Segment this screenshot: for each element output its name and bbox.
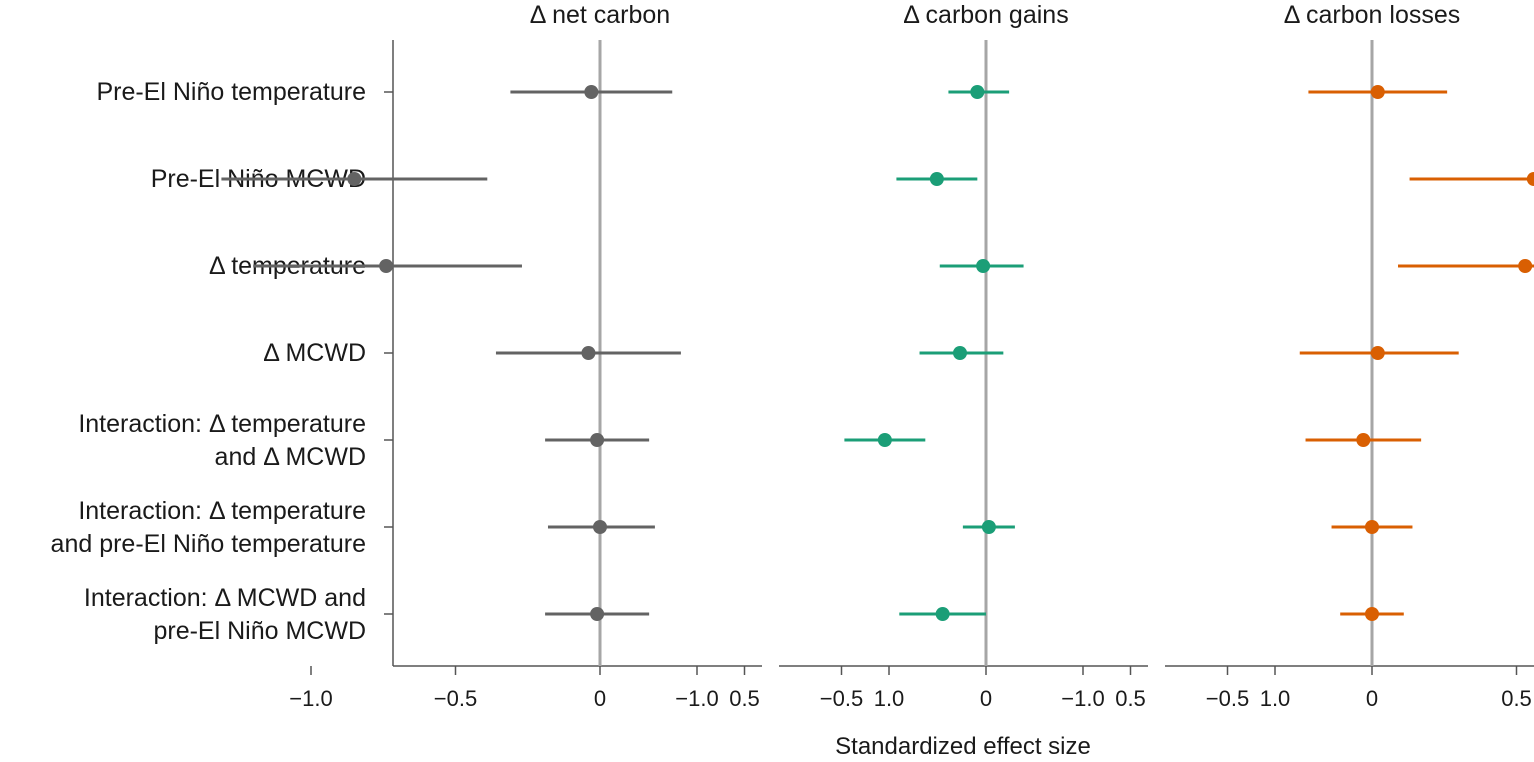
x-tick-label-panel-2-2: 0 — [1366, 686, 1378, 711]
row-label-interaction-temp-mcwd-line1: Interaction: Δ temperature — [78, 410, 366, 438]
panel-title-1: Δ carbon gains — [903, 1, 1068, 29]
panel-title-0: Δ net carbon — [530, 1, 670, 29]
x-axis-label: Standardized effect size — [835, 733, 1091, 760]
x-tick-label-panel-1-0: −1.0 — [675, 686, 718, 711]
estimate-point-panel-0-pre-el-nino-mcwd — [347, 172, 362, 186]
estimate-point-panel-0-interaction-temp-mcwd — [590, 433, 605, 447]
x-tick-label-panel-1-4: 1.0 — [1260, 686, 1291, 711]
estimate-point-panel-2-pre-el-nino-temperature — [1370, 85, 1385, 99]
estimate-point-panel-0-interaction-temp-pretemp — [593, 520, 607, 534]
row-label-interaction-temp-mcwd-line2: and Δ MCWD — [215, 443, 366, 471]
x-tick-label-panel-0-4: 1.0 — [874, 686, 905, 711]
panel-title-2: Δ carbon losses — [1284, 1, 1461, 29]
estimate-point-panel-0-interaction-mcwd-premcwd — [590, 607, 605, 621]
x-tick-label-panel-0-0: −1.0 — [289, 686, 332, 711]
row-label-delta-mcwd: Δ MCWD — [263, 339, 366, 367]
x-tick-label-panel-1-2: 0 — [980, 686, 992, 711]
estimate-point-panel-2-interaction-temp-pretemp — [1365, 520, 1379, 534]
row-label-pre-el-nino-temperature: Pre-El Niño temperature — [96, 78, 366, 106]
estimate-point-panel-0-delta-mcwd — [581, 346, 596, 360]
estimate-point-panel-2-interaction-mcwd-premcwd — [1365, 607, 1379, 621]
row-label-interaction-temp-pretemp-line2: and pre-El Niño temperature — [51, 530, 366, 558]
x-tick-label-panel-2-1: −0.5 — [1206, 686, 1249, 711]
estimate-point-panel-2-delta-temperature — [1518, 259, 1533, 273]
estimate-point-panel-0-delta-temperature — [379, 259, 394, 273]
estimate-point-panel-1-pre-el-nino-temperature — [970, 85, 985, 99]
estimate-point-panel-0-pre-el-nino-temperature — [584, 85, 599, 99]
row-label-interaction-mcwd-premcwd-line1: Interaction: Δ MCWD and — [84, 584, 366, 612]
x-tick-label-panel-2-3: 0.5 — [1501, 686, 1532, 711]
row-label-interaction-temp-pretemp-line1: Interaction: Δ temperature — [78, 497, 366, 525]
estimate-point-panel-2-pre-el-nino-mcwd — [1526, 172, 1534, 186]
estimate-point-panel-1-interaction-temp-pretemp — [981, 520, 996, 534]
estimate-point-panel-1-delta-mcwd — [952, 346, 967, 360]
x-tick-label-panel-0-1: −0.5 — [434, 686, 477, 711]
estimate-point-panel-1-pre-el-nino-mcwd — [929, 172, 944, 186]
estimate-point-panel-1-delta-temperature — [976, 259, 991, 273]
estimate-point-panel-1-interaction-mcwd-premcwd — [935, 607, 950, 621]
x-tick-label-panel-1-3: 0.5 — [1115, 686, 1146, 711]
x-tick-label-panel-0-3: 0.5 — [729, 686, 760, 711]
row-label-interaction-mcwd-premcwd-line2: pre-El Niño MCWD — [153, 617, 366, 645]
x-tick-label-panel-2-0: −1.0 — [1061, 686, 1104, 711]
estimate-point-panel-2-delta-mcwd — [1370, 346, 1385, 360]
x-tick-label-panel-0-2: 0 — [594, 686, 606, 711]
estimate-point-panel-1-interaction-temp-mcwd — [877, 433, 892, 447]
x-tick-label-panel-1-1: −0.5 — [820, 686, 863, 711]
estimate-point-panel-2-interaction-temp-mcwd — [1356, 433, 1371, 447]
